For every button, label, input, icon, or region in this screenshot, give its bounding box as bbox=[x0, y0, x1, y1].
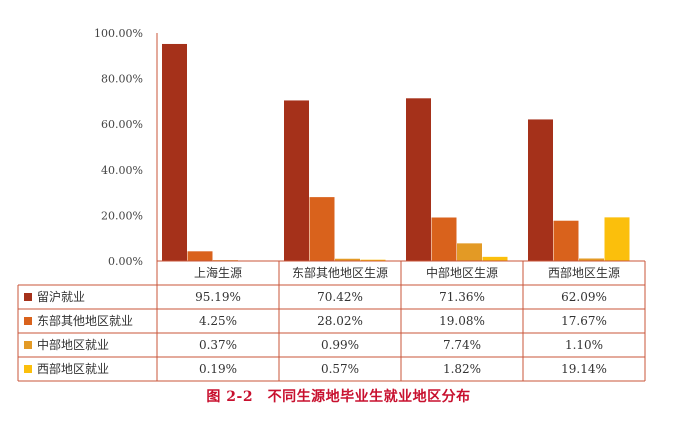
bar bbox=[187, 251, 213, 261]
bar bbox=[604, 217, 630, 261]
table-value-cell: 19.08% bbox=[439, 314, 485, 328]
table-value-cell: 71.36% bbox=[439, 290, 485, 304]
bar bbox=[309, 197, 335, 261]
bar bbox=[528, 119, 553, 261]
table-value-cell: 70.42% bbox=[317, 290, 363, 304]
legend-swatch bbox=[24, 341, 32, 349]
table-value-cell: 7.74% bbox=[443, 338, 481, 352]
bar bbox=[284, 100, 309, 261]
table-value-cell: 4.25% bbox=[199, 314, 237, 328]
legend-swatch bbox=[24, 317, 32, 325]
table-value-cell: 0.57% bbox=[321, 362, 359, 376]
table-value-cell: 1.82% bbox=[443, 362, 481, 376]
y-tick-label: 0.00% bbox=[108, 255, 143, 268]
table-value-cell: 0.99% bbox=[321, 338, 359, 352]
y-tick-label: 20.00% bbox=[101, 209, 143, 222]
bar bbox=[431, 217, 457, 261]
y-tick-label: 60.00% bbox=[101, 118, 143, 131]
legend-label: 留沪就业 bbox=[37, 290, 85, 304]
table-value-cell: 28.02% bbox=[317, 314, 363, 328]
legend-label: 东部其他地区就业 bbox=[37, 313, 133, 328]
table-value-cell: 19.14% bbox=[561, 362, 607, 376]
x-category-label: 东部其他地区生源 bbox=[292, 265, 388, 280]
table-value-cell: 1.10% bbox=[565, 338, 603, 352]
bar bbox=[457, 243, 482, 261]
x-category-label: 西部地区生源 bbox=[548, 265, 620, 280]
bar bbox=[553, 220, 579, 261]
bar bbox=[406, 98, 431, 262]
bar bbox=[360, 259, 386, 261]
table-value-cell: 0.19% bbox=[199, 362, 237, 376]
legend-swatch bbox=[24, 365, 32, 373]
legend-label: 中部地区就业 bbox=[37, 337, 109, 352]
legend-swatch bbox=[24, 293, 32, 301]
legend-label: 西部地区就业 bbox=[37, 361, 109, 376]
bar bbox=[335, 258, 360, 261]
y-tick-label: 80.00% bbox=[101, 73, 143, 86]
y-tick-label: 40.00% bbox=[101, 164, 143, 177]
figure-caption: 图 2-2 不同生源地毕业生就业地区分布 bbox=[206, 389, 471, 405]
table-value-cell: 95.19% bbox=[195, 290, 241, 304]
y-tick-label: 100.00% bbox=[94, 27, 143, 40]
table-value-cell: 0.37% bbox=[199, 338, 237, 352]
bar bbox=[579, 258, 604, 261]
bar bbox=[162, 43, 187, 262]
bar bbox=[482, 256, 508, 261]
table-value-cell: 62.09% bbox=[561, 290, 607, 304]
x-category-label: 上海生源 bbox=[194, 265, 242, 280]
x-category-label: 中部地区生源 bbox=[426, 265, 498, 280]
table-value-cell: 17.67% bbox=[561, 314, 607, 328]
